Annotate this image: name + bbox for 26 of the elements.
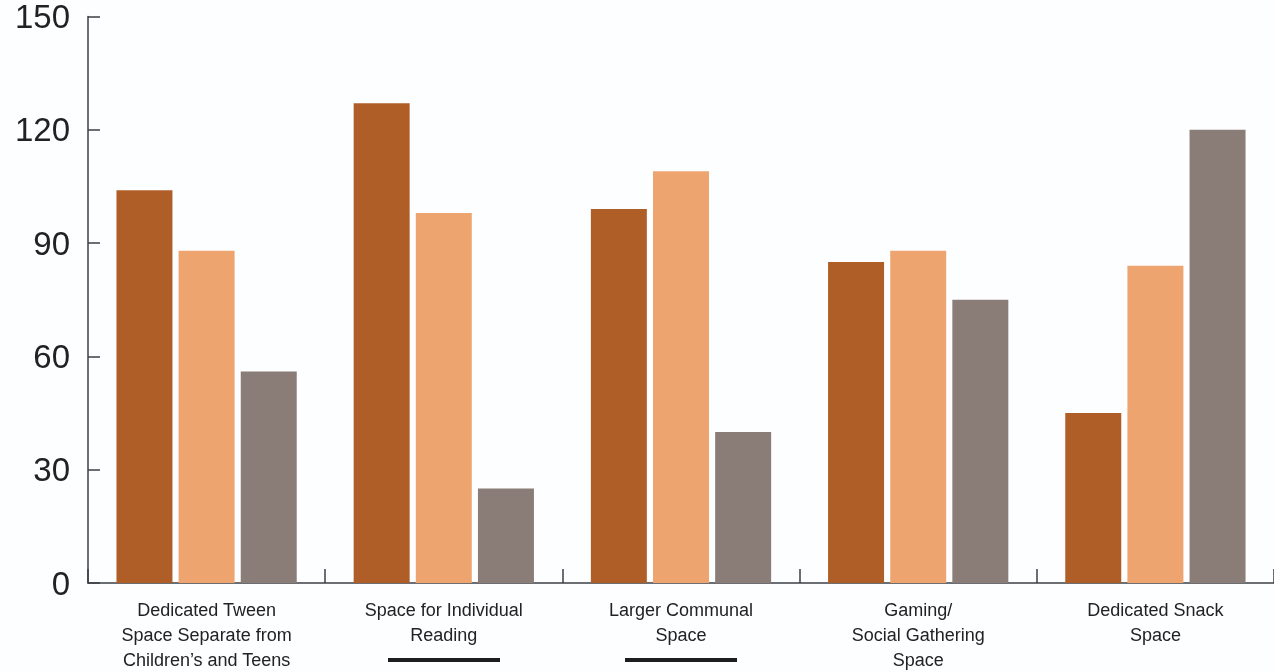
x-tick-label: Larger Communal Space (608, 599, 754, 645)
bar (828, 261, 885, 583)
bar (116, 190, 173, 583)
bar (415, 212, 472, 583)
bar (1189, 129, 1246, 583)
y-tick-label: 60 (33, 337, 70, 375)
bar (477, 488, 534, 583)
bar (1127, 265, 1184, 583)
bar (653, 171, 709, 583)
y-tick-label: 0 (51, 564, 70, 602)
bar (178, 250, 235, 583)
x-tick-label: Space for Individual Reading (364, 599, 523, 645)
bar (240, 371, 297, 583)
bar (952, 299, 1009, 583)
y-tick-label: 120 (14, 111, 70, 149)
bar (890, 250, 947, 583)
y-tick-label: 150 (14, 0, 70, 35)
bar (1065, 413, 1122, 583)
x-tick-label: Gaming/ Social Gathering Space (851, 599, 985, 670)
y-tick-label: 90 (33, 224, 70, 262)
x-tick-label: Dedicated Snack Space (1087, 599, 1225, 645)
bar (590, 209, 647, 583)
bar (715, 431, 772, 583)
x-tick-label: Dedicated Tween Space Separate from Children’s and Teens (121, 599, 292, 670)
y-tick-label: 30 (33, 451, 70, 489)
bar (353, 103, 410, 583)
